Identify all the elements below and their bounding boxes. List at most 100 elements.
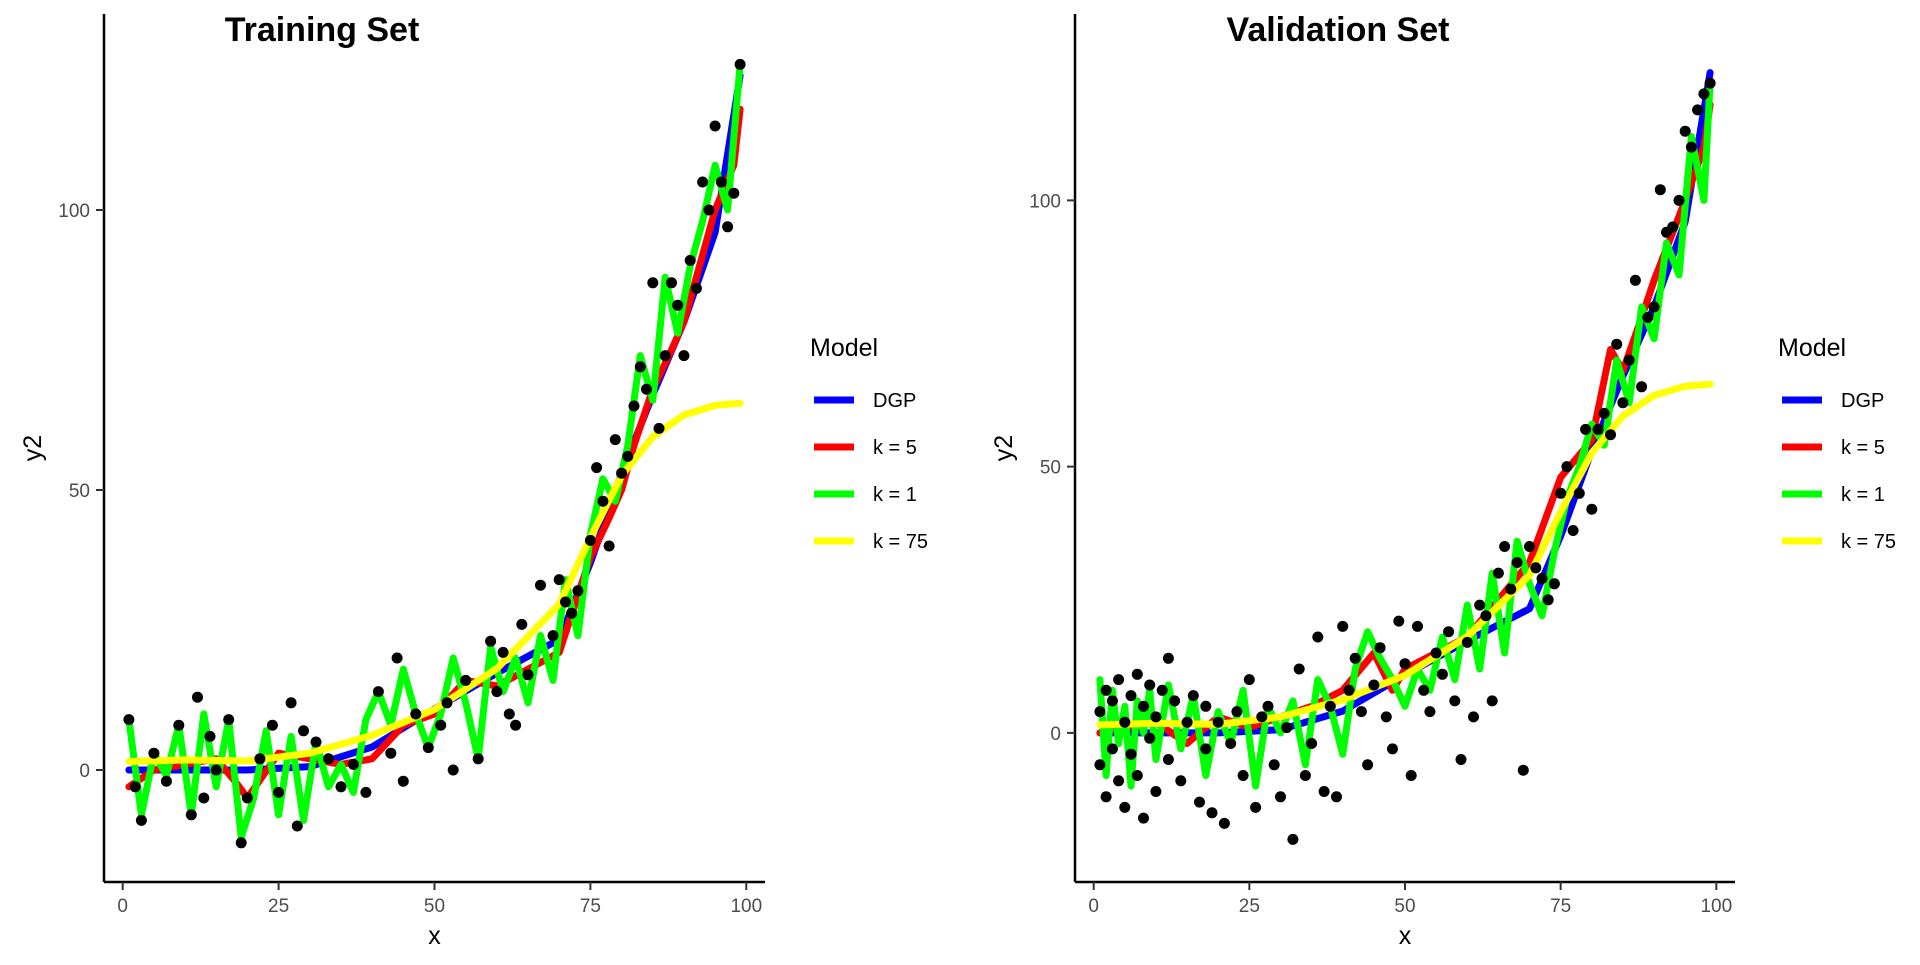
data-point <box>192 691 203 703</box>
data-point <box>1256 711 1268 723</box>
data-point <box>584 534 596 546</box>
data-point <box>1443 626 1455 638</box>
data-point <box>503 708 515 720</box>
data-point <box>522 669 534 681</box>
data-point <box>684 254 696 266</box>
data-point <box>672 299 684 311</box>
data-point <box>1262 700 1274 712</box>
data-point <box>1636 381 1648 393</box>
legend-item-k-75: k = 75 <box>1782 531 1896 553</box>
legend-item-dgp: DGP <box>1782 390 1884 412</box>
data-point <box>1287 833 1299 845</box>
data-point <box>1355 706 1367 718</box>
data-point <box>223 714 235 726</box>
data-point <box>1405 770 1417 781</box>
data-point <box>647 277 659 289</box>
data-point <box>547 630 559 642</box>
y-tick-label: 0 <box>79 761 90 782</box>
legend-title: Model <box>810 334 878 362</box>
chart-title: Training Set <box>225 11 420 49</box>
data-point <box>1331 791 1342 803</box>
data-point <box>335 781 347 793</box>
x-tick-label: 50 <box>1394 896 1415 917</box>
data-point <box>1162 754 1174 765</box>
y-tick-label: 100 <box>1029 191 1061 212</box>
data-point <box>1667 221 1679 233</box>
data-point <box>1206 807 1218 819</box>
data-point <box>1492 567 1504 579</box>
data-point <box>1592 423 1604 435</box>
data-point <box>160 775 172 787</box>
data-point <box>1412 620 1423 632</box>
data-point <box>1250 801 1262 813</box>
data-point <box>1673 194 1685 206</box>
y-axis-title: y2 <box>19 435 47 461</box>
data-point <box>391 652 403 664</box>
data-point <box>1580 423 1592 435</box>
x-axis-title: x <box>428 922 441 950</box>
legend-item-k-75: k = 75 <box>814 531 928 553</box>
data-point <box>1113 775 1125 787</box>
data-point <box>1536 573 1548 584</box>
data-point <box>347 758 359 770</box>
legend-item-k-5: k = 5 <box>814 437 917 459</box>
data-point <box>1306 738 1318 749</box>
data-point <box>1629 274 1641 286</box>
data-point <box>1548 578 1560 590</box>
x-tick-label: 100 <box>730 896 762 917</box>
data-point <box>1648 301 1660 313</box>
data-point <box>1698 88 1710 100</box>
data-point <box>1642 312 1654 323</box>
data-point <box>1094 706 1106 718</box>
data-point <box>597 495 609 507</box>
data-point <box>285 697 297 709</box>
data-point <box>1194 796 1205 808</box>
data-point <box>1692 104 1704 116</box>
data-point <box>198 792 210 804</box>
data-point <box>1424 706 1436 718</box>
data-point <box>1524 541 1535 552</box>
legend-item-k-5: k = 5 <box>1782 437 1885 459</box>
x-tick-label: 0 <box>117 896 128 917</box>
data-point <box>1144 679 1156 691</box>
data-point <box>273 786 285 798</box>
data-point <box>1225 738 1237 749</box>
x-tick-label: 50 <box>424 896 445 917</box>
legend-item-k-1: k = 1 <box>1782 484 1885 506</box>
legend-label: DGP <box>1841 390 1884 412</box>
data-point <box>616 467 628 479</box>
data-point <box>1156 684 1168 696</box>
data-point <box>1337 620 1349 632</box>
legend-label: k = 1 <box>873 484 917 506</box>
data-point <box>210 764 222 776</box>
data-point <box>491 686 503 698</box>
data-point <box>553 574 565 586</box>
data-point <box>1187 690 1199 702</box>
data-point <box>1468 711 1479 723</box>
data-point <box>603 540 615 552</box>
legend-label: k = 5 <box>1841 437 1885 459</box>
x-axis-title: x <box>1399 922 1412 950</box>
data-point <box>1561 461 1573 473</box>
data-point <box>1175 775 1187 787</box>
data-point <box>422 742 434 754</box>
data-point <box>697 176 709 188</box>
data-point <box>659 350 671 362</box>
data-point <box>472 753 484 765</box>
data-point <box>1150 786 1162 797</box>
data-point <box>1237 770 1249 781</box>
data-point <box>1399 658 1411 670</box>
data-point <box>235 837 247 849</box>
data-point <box>1268 759 1280 771</box>
data-point <box>1617 397 1629 409</box>
data-point <box>1119 801 1131 813</box>
data-point <box>1243 674 1255 686</box>
data-point <box>435 719 447 731</box>
data-point <box>254 753 266 765</box>
data-point <box>728 187 740 199</box>
data-point <box>1542 594 1554 606</box>
data-point <box>266 719 278 731</box>
data-point <box>510 719 522 731</box>
data-point <box>123 714 135 726</box>
data-point <box>385 747 397 759</box>
